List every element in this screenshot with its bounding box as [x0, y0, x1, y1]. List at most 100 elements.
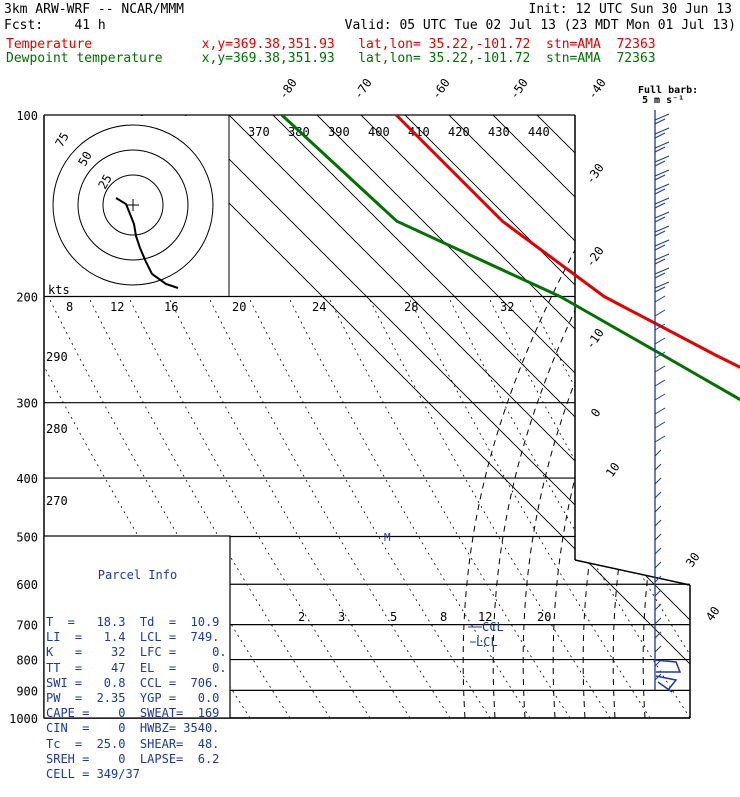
parcel-info-row: CAPE = 0 SWEAT= 169: [46, 706, 220, 721]
wind-barb: [654, 337, 666, 345]
pressure-tick-label: 400: [16, 472, 38, 486]
pressure-tick-label: 300: [16, 397, 38, 411]
dry-adiabat: [129, 299, 371, 718]
hodograph-ring: [102, 174, 164, 236]
parcel-info-box: [43, 535, 231, 719]
hodograph-ring-label: 25: [95, 172, 114, 192]
hodograph-ring: [52, 124, 214, 286]
wind-barb: [654, 202, 666, 209]
theta-label: 410: [408, 125, 430, 139]
wind-barb: [654, 351, 666, 359]
pressure-tick-label: 700: [16, 619, 38, 633]
dry-adiabat: [249, 299, 491, 718]
wind-barb: [654, 267, 670, 275]
dry-adiabat: [369, 299, 611, 718]
isotherm-label: -10: [583, 326, 607, 352]
wind-barb: [654, 631, 662, 639]
ccl-marker: CCL: [482, 620, 504, 634]
mixing-ratio-label: 20: [537, 610, 551, 624]
wind-barb: [654, 244, 666, 251]
isotherm-label: 10: [603, 460, 623, 480]
parcel-info-row: CIN = 0 HWBZ= 3540.: [46, 721, 220, 736]
theta-e-label: 290: [46, 350, 68, 364]
mixing-ratio-label: 2: [298, 610, 305, 624]
isotherm-label: -80: [276, 76, 300, 102]
wind-barb: [654, 379, 666, 387]
parcel-info-title: Parcel Info: [97, 568, 178, 583]
moist-adiabat: [492, 249, 606, 718]
wind-barb: [654, 160, 666, 167]
mixing-ratio-label: 20: [232, 300, 246, 314]
wind-barb: [654, 617, 662, 625]
mixing-ratio-label: 32: [500, 300, 514, 314]
wind-barb-legend: 5 m s⁻¹: [642, 95, 684, 106]
freezing-marker: M: [384, 531, 391, 544]
parcel-info-row: Tc = 25.0 SHEAR= 48.: [46, 736, 220, 751]
isotherm-line: [668, 115, 690, 718]
dry-adiabat: [49, 299, 291, 718]
wind-barb: [654, 272, 666, 279]
dry-adiabat: [489, 299, 690, 718]
wind-barb: [654, 146, 666, 153]
isotherm-line: [228, 115, 690, 718]
hodograph-trace: [115, 197, 179, 289]
wind-barb: [654, 491, 662, 499]
wind-barb: [654, 253, 670, 261]
dry-adiabat: [89, 299, 331, 718]
wind-barb: [654, 155, 670, 163]
isotherm-label: -70: [351, 76, 375, 102]
parcel-info-row: SREH = 0 LAPSE= 6.2: [46, 751, 220, 766]
isotherm-label: -60: [429, 76, 453, 102]
isotherm-label: 0: [588, 406, 604, 420]
wind-barb: [654, 174, 666, 181]
pressure-tick-label: 900: [16, 684, 38, 698]
moist-adiabat: [642, 249, 690, 718]
hodograph-unit-label: kts: [48, 283, 70, 297]
pressure-tick-label: 100: [16, 109, 38, 123]
wind-barb: [654, 561, 662, 569]
wind-barb: [654, 113, 670, 121]
parcel-info-row: T = 18.3 Td = 10.9: [46, 615, 220, 630]
wind-barb: [654, 477, 662, 485]
mixing-ratio-label: 24: [312, 300, 326, 314]
wind-speed-label: 30: [683, 550, 703, 570]
wind-barb: [654, 118, 666, 125]
theta-e-label: 280: [46, 422, 68, 436]
mixing-ratio-label: 8: [66, 300, 73, 314]
model-title: 3km ARW-WRF -- NCAR/MMM: [4, 2, 185, 17]
wind-barb: [654, 463, 662, 471]
mixing-ratio-label: 3: [338, 610, 345, 624]
temperature-legend: Temperature x,y=369.38,351.93 lat,lon= 3…: [6, 37, 656, 52]
wind-barb: [654, 211, 670, 219]
isotherm-label: -30: [583, 161, 607, 187]
isotherm-line: [184, 115, 690, 718]
wind-barb: [654, 132, 666, 139]
mixing-ratio-label: 5: [390, 610, 397, 624]
valid-time: Valid: 05 UTC Tue 02 Jul 13 (23 MDT Mon …: [344, 18, 736, 33]
wind-barb: [654, 169, 670, 177]
wind-barb: [654, 197, 670, 205]
theta-label: 420: [448, 125, 470, 139]
wind-barb: [654, 519, 662, 527]
skew-t-chart: 1002003004005006007008009001000755025kts…: [9, 76, 740, 726]
hodograph-ring: [77, 149, 189, 261]
pressure-tick-label: 1000: [9, 712, 38, 726]
mixing-ratio-label: 12: [478, 610, 492, 624]
mixing-ratio-label: 12: [110, 300, 124, 314]
dry-adiabat: [529, 299, 690, 718]
isotherm-label: -40: [585, 76, 609, 102]
wind-barb: [654, 323, 666, 331]
isotherm-line: [536, 115, 690, 718]
dry-adiabat: [409, 299, 651, 718]
wind-barb: [654, 645, 662, 653]
theta-label: 440: [528, 125, 550, 139]
wind-barb: [654, 216, 666, 223]
low-level-wind-barbs: [654, 659, 682, 693]
mixing-ratio-label: 16: [164, 300, 178, 314]
parcel-info-row: SWI = 0.8 CCL = 706.: [46, 675, 220, 690]
isotherm-label: -50: [507, 76, 531, 102]
dewpoint-trace: [280, 113, 740, 402]
parcel-info-row: LI = 1.4 LCL = 749.: [46, 630, 220, 645]
pressure-tick-label: 600: [16, 578, 38, 592]
wind-barb: [654, 281, 670, 289]
